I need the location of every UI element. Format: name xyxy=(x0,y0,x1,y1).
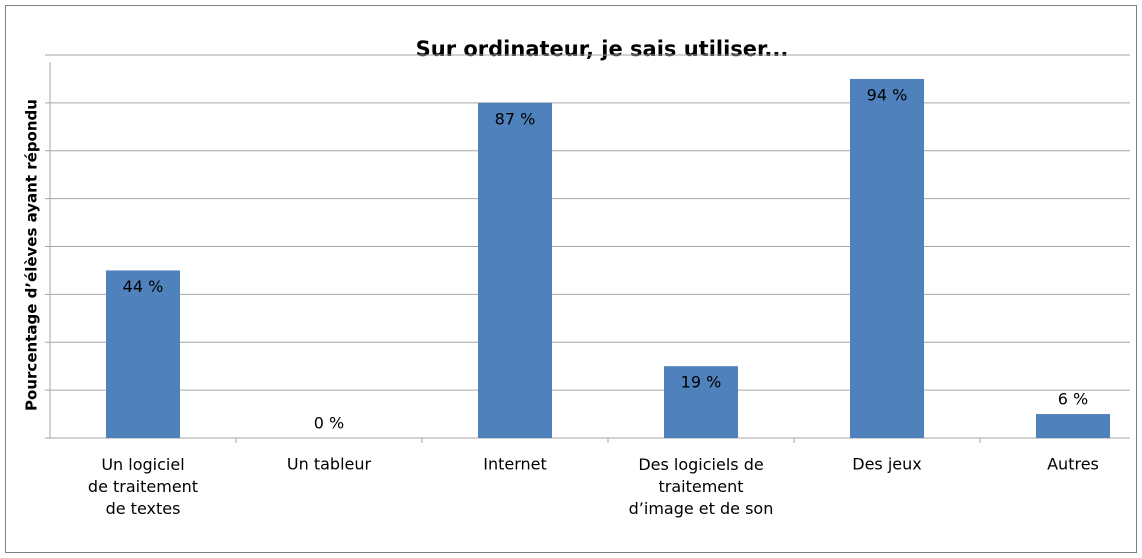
bar xyxy=(106,270,180,438)
value-label: 44 % xyxy=(123,277,164,296)
x-tick-label: Des logiciels de traitement d’image et de … xyxy=(629,455,774,518)
bar xyxy=(850,78,924,438)
y-axis-label: Pourcentage d’élèves ayant répondu xyxy=(23,99,41,411)
chart-border xyxy=(5,5,1137,553)
bar xyxy=(1036,414,1110,438)
value-label: 87 % xyxy=(495,109,536,128)
value-label: 94 % xyxy=(867,85,908,104)
x-tick-label: Un logiciel de traitement de textes xyxy=(88,455,198,518)
value-label: 6 % xyxy=(1058,390,1088,409)
x-tick-label: Des jeux xyxy=(852,455,921,474)
x-tick-label: Autres xyxy=(1047,455,1099,474)
bar xyxy=(478,102,552,438)
chart-title: Sur ordinateur, je sais utiliser... xyxy=(416,37,789,61)
x-tick-label: Un tableur xyxy=(287,455,372,474)
value-label: 19 % xyxy=(681,373,722,392)
value-label: 0 % xyxy=(314,414,344,433)
bar xyxy=(664,366,738,438)
x-tick-label: Internet xyxy=(483,455,547,474)
